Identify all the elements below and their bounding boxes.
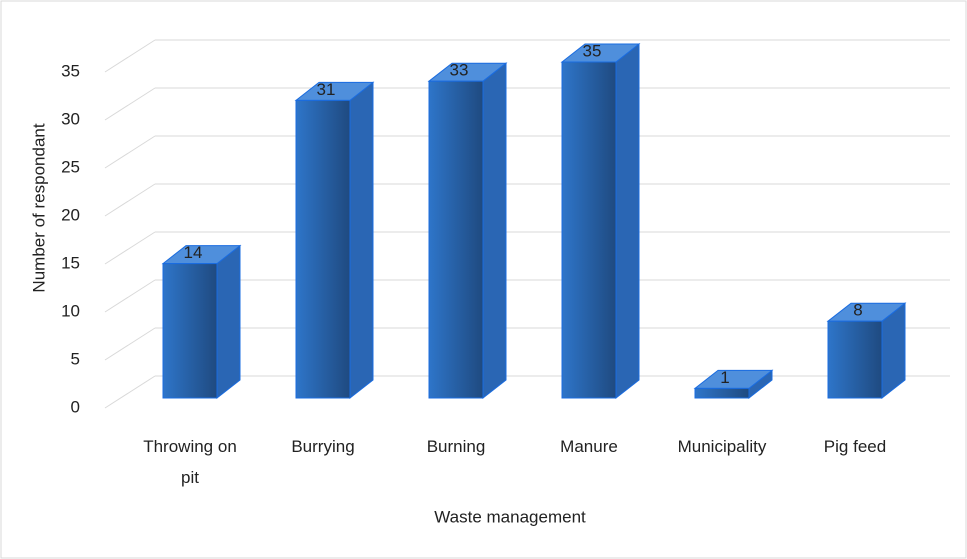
- bar: [427, 62, 508, 400]
- bar-front: [561, 61, 617, 399]
- data-label: 35: [583, 41, 602, 60]
- y-tick-label: 10: [61, 301, 80, 320]
- x-tick-label: Throwing on pit: [143, 437, 237, 487]
- bar: [693, 369, 774, 400]
- grid-line: [104, 135, 156, 169]
- y-tick-label: 15: [61, 253, 80, 272]
- bar-side: [615, 42, 640, 400]
- x-tick-label: Manure: [560, 437, 618, 456]
- y-tick-label: 35: [61, 61, 80, 80]
- x-tick-label: Burrying: [291, 437, 355, 456]
- bar: [826, 302, 907, 400]
- y-tick-label: 30: [61, 109, 80, 128]
- x-tick-label: Pig feed: [823, 437, 887, 456]
- bar: [560, 42, 641, 400]
- bar-side: [349, 81, 374, 400]
- bar-side: [216, 244, 241, 400]
- data-label: 33: [450, 61, 469, 80]
- bar: [294, 81, 375, 400]
- bar: [161, 244, 242, 400]
- bar-front: [428, 80, 484, 399]
- bar-front: [162, 263, 218, 399]
- bar-front: [827, 320, 883, 399]
- x-axis-title: Waste management: [434, 507, 586, 526]
- bar-front: [295, 99, 351, 399]
- data-label: 14: [184, 243, 203, 262]
- bar-side: [482, 62, 507, 400]
- grid-line: [104, 183, 156, 217]
- grid-line: [104, 39, 156, 73]
- y-tick-label: 25: [61, 157, 80, 176]
- grid-line: [104, 87, 156, 121]
- grid-line: [104, 231, 156, 265]
- data-label: 31: [317, 80, 336, 99]
- y-tick-label: 20: [61, 205, 80, 224]
- x-tick-label: Burning: [426, 437, 486, 456]
- bar-front: [694, 387, 750, 399]
- grid-line: [104, 375, 156, 409]
- data-label: 1: [720, 368, 729, 387]
- grid-line: [104, 279, 156, 313]
- grid-line: [104, 327, 156, 361]
- data-label: 8: [853, 301, 862, 320]
- y-axis-title: Number of respondant: [29, 123, 48, 292]
- y-tick-label: 5: [71, 349, 80, 368]
- x-tick-label: Municipality: [677, 437, 767, 456]
- y-tick-label: 0: [71, 397, 80, 416]
